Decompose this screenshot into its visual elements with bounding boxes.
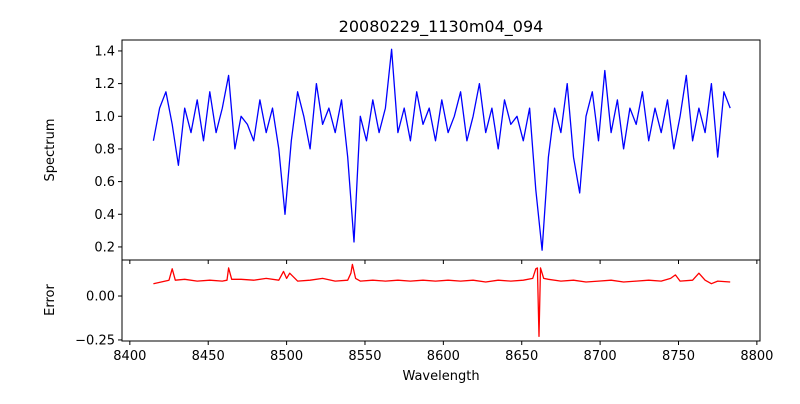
x-axis-label: Wavelength [402,369,479,384]
x-tick-label: 8750 [662,349,695,364]
x-tick-label: 8500 [270,349,303,364]
y-tick-label: 0.6 [94,175,115,190]
x-tick-label: 8700 [584,349,617,364]
series-line-error [153,263,731,338]
y-tick-label: 0.2 [94,240,115,255]
error-panel: −0.25 0.00 8400 8450 8500 8550 8600 8650 8700 875… [75,259,773,364]
y-tick-label: 0.00 [86,290,115,305]
x-tick-label: 8800 [740,349,773,364]
y-tick-label: 1.0 [94,110,115,125]
y-tick-label: 0.4 [94,208,115,223]
x-tick-label: 8650 [505,349,538,364]
x-tick-label: 8550 [348,349,381,364]
y-tick-label: 0.8 [94,142,115,157]
chart-title: 20080229_1130m04_094 [339,17,544,37]
plot-frame [121,259,761,342]
y-tick-label: 1.4 [94,44,115,59]
x-tick-label: 8400 [113,349,146,364]
y-tick-label: 1.2 [94,77,115,92]
y-axis-label-spectrum: Spectrum [43,119,58,182]
x-tick-label: 8600 [427,349,460,364]
series-line-spectrum [152,48,731,251]
y-axis-label-error: Error [43,284,58,316]
x-tick-label: 8450 [192,349,225,364]
y-tick-label: −0.25 [75,333,115,348]
